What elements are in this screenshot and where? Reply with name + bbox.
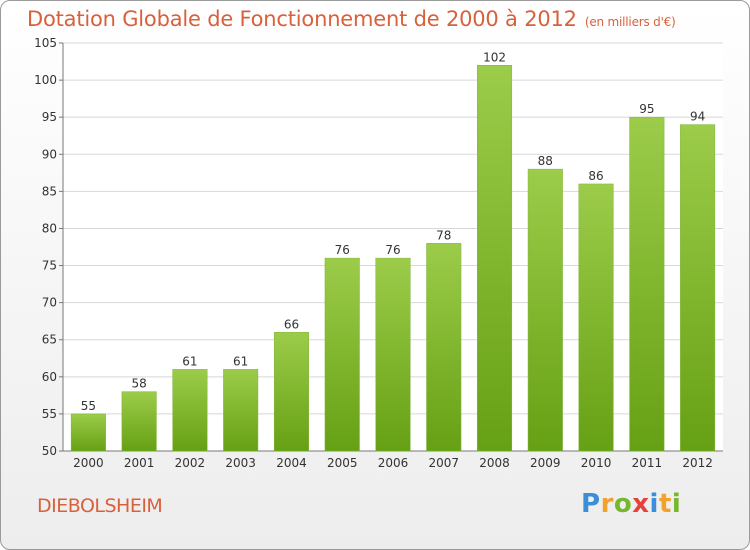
place-name: DIEBOLSHEIM [37, 495, 163, 517]
logo-letter: r [600, 489, 614, 519]
y-tick-label: 70 [42, 296, 57, 310]
x-tick-label: 2002 [175, 456, 206, 470]
y-tick-label: 60 [42, 370, 57, 384]
logo-letter: x [632, 489, 650, 519]
bar [426, 243, 462, 452]
bar [629, 116, 665, 452]
x-tick-label: 2008 [479, 456, 510, 470]
x-tick-label: 2005 [327, 456, 358, 470]
bar [172, 369, 208, 452]
y-tick-label: 90 [42, 147, 57, 161]
x-tick-label: 2003 [225, 456, 256, 470]
bar-value-label: 94 [690, 110, 705, 124]
logo-letter: o [613, 489, 633, 519]
bar-value-label: 102 [483, 50, 506, 64]
bar-value-label: 78 [436, 228, 451, 242]
bar [680, 124, 716, 452]
logo-letter: i [649, 489, 659, 519]
bar-value-label: 86 [588, 169, 603, 183]
x-tick-label: 2011 [632, 456, 663, 470]
y-tick-label: 95 [42, 110, 57, 124]
y-tick-label: 80 [42, 221, 57, 235]
logo-letter: i [671, 489, 682, 519]
logo-letter: t [658, 489, 672, 519]
logo-letter: P [581, 489, 601, 519]
chart-title: Dotation Globale de Fonctionnement de 20… [27, 7, 676, 31]
bar-value-label: 58 [132, 377, 147, 391]
bar [527, 168, 563, 452]
bar-value-label: 61 [182, 354, 197, 368]
bar [324, 257, 360, 452]
bar-value-label: 55 [81, 399, 96, 413]
bar [578, 183, 614, 452]
x-tick-label: 2007 [428, 456, 459, 470]
bar [477, 65, 513, 452]
x-tick-label: 2010 [581, 456, 612, 470]
proxiti-logo: Proxiti [581, 489, 681, 519]
bar-value-label: 76 [335, 243, 350, 257]
y-tick-label: 100 [34, 73, 57, 87]
bar-value-label: 76 [385, 243, 400, 257]
bar-value-label: 66 [284, 317, 299, 331]
chart-title-text: Dotation Globale de Fonctionnement de 20… [27, 7, 577, 31]
chart-subtitle: (en milliers d'€) [584, 15, 676, 29]
x-tick-label: 2012 [682, 456, 713, 470]
x-tick-label: 2009 [530, 456, 561, 470]
y-tick-label: 55 [42, 407, 57, 421]
bar [223, 369, 259, 452]
y-tick-label: 75 [42, 259, 57, 273]
bar-value-label: 88 [538, 154, 553, 168]
y-tick-label: 50 [42, 444, 57, 458]
x-tick-label: 2006 [378, 456, 409, 470]
bar-value-label: 95 [639, 102, 654, 116]
x-tick-label: 2004 [276, 456, 307, 470]
y-tick-label: 85 [42, 184, 57, 198]
bar [70, 413, 106, 452]
y-tick-label: 105 [34, 36, 57, 50]
bar [273, 332, 309, 452]
x-tick-label: 2001 [124, 456, 155, 470]
bar [121, 391, 157, 452]
x-tick-label: 2000 [73, 456, 104, 470]
y-tick-label: 65 [42, 333, 57, 347]
bar [375, 257, 411, 452]
bar-value-label: 61 [233, 354, 248, 368]
